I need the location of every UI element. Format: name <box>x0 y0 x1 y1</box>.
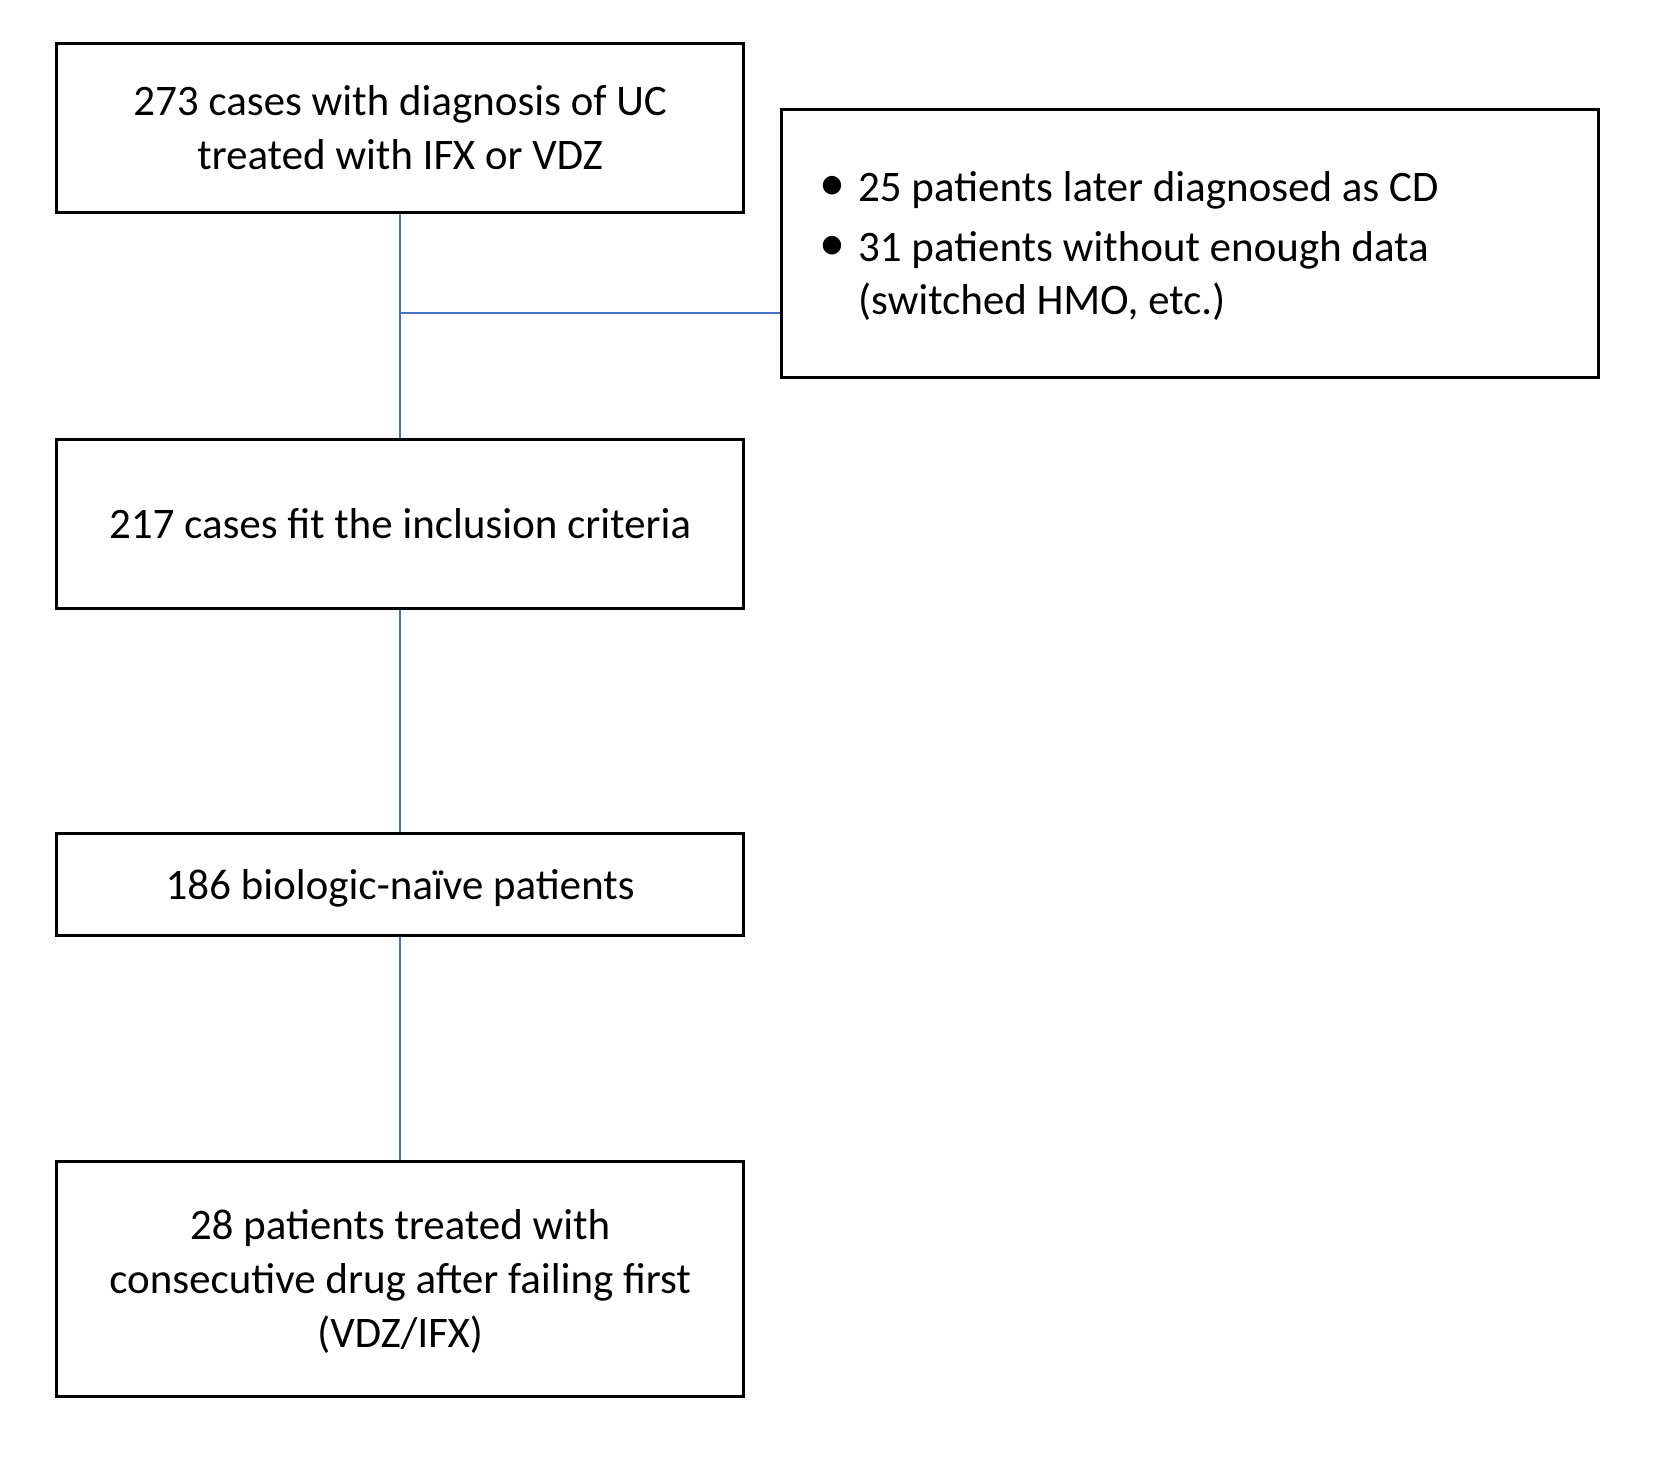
connector-branch-exclusion <box>399 312 780 314</box>
connector-n3-n4 <box>399 937 401 1160</box>
exclusion-item-text: 25 patients later diagnosed as CD <box>858 160 1438 213</box>
node-exclusions: 25 patients later diagnosed as CD 31 pat… <box>780 108 1600 379</box>
exclusion-list: 25 patients later diagnosed as CD 31 pat… <box>803 154 1567 333</box>
node-consecutive-drug: 28 patients treated with consecutive dru… <box>55 1160 745 1398</box>
node-text: 273 cases with diagnosis of UC treated w… <box>88 74 712 182</box>
node-biologic-naive: 186 biologic-naïve patients <box>55 832 745 937</box>
exclusion-item: 31 patients without enough data (switche… <box>803 220 1567 328</box>
node-initial-cases: 273 cases with diagnosis of UC treated w… <box>55 42 745 214</box>
exclusion-item-text: 31 patients without enough data (switche… <box>858 220 1429 327</box>
flowchart-canvas: 273 cases with diagnosis of UC treated w… <box>0 0 1660 1460</box>
node-text: 186 biologic-naïve patients <box>166 858 635 912</box>
connector-n2-n3 <box>399 610 401 832</box>
exclusion-item: 25 patients later diagnosed as CD <box>803 160 1567 214</box>
node-inclusion-fit: 217 cases fit the inclusion criteria <box>55 438 745 610</box>
node-text: 28 patients treated with consecutive dru… <box>88 1198 712 1359</box>
connector-n1-n2 <box>399 214 401 438</box>
node-text: 217 cases fit the inclusion criteria <box>109 497 691 551</box>
